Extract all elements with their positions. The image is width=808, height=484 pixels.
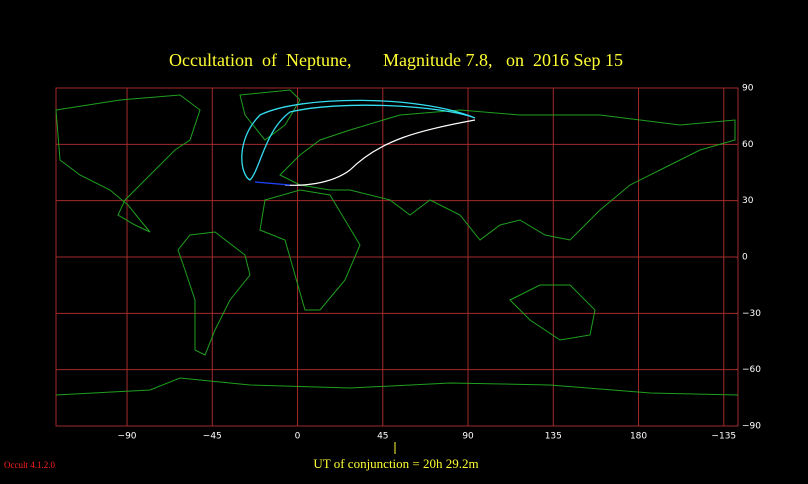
version: Occult 4.1.2.0 — [4, 460, 55, 470]
chart-title: Occultation of Neptune, Magnitude 7.8, o… — [169, 50, 623, 70]
daylight-segment — [254, 181, 291, 186]
australia — [509, 284, 596, 341]
y-tick-label: 0 — [742, 253, 748, 263]
africa — [259, 189, 361, 311]
plot-border — [55, 87, 739, 427]
north-america — [55, 94, 201, 233]
eurasia — [279, 109, 736, 241]
y-tick-label: 90 — [742, 84, 754, 94]
coastlines — [55, 89, 739, 396]
x-tick-label: −90 — [118, 432, 137, 442]
x-tick-label: 180 — [630, 432, 647, 442]
center-line — [284, 119, 476, 186]
x-tick-label: 0 — [295, 432, 301, 442]
y-tick-label: −90 — [742, 422, 761, 432]
annotation: UT of conjunction = 20h 29.2m — [313, 456, 478, 471]
y-tick-label: −30 — [742, 309, 761, 319]
x-tick-label: −135 — [711, 432, 736, 442]
y-tick-label: −60 — [742, 365, 761, 375]
antarctica — [55, 377, 739, 396]
greenland — [239, 89, 301, 141]
y-tick-label: 30 — [742, 196, 754, 206]
x-tick-label: 45 — [377, 432, 388, 442]
x-tick-label: −45 — [203, 432, 222, 442]
x-tick-label: 135 — [545, 432, 562, 442]
y-tick-label: 60 — [742, 140, 754, 150]
visibility-limit — [241, 99, 476, 181]
occultation-track — [241, 99, 476, 186]
south-america — [177, 231, 251, 356]
x-tick-label: 90 — [462, 432, 474, 442]
